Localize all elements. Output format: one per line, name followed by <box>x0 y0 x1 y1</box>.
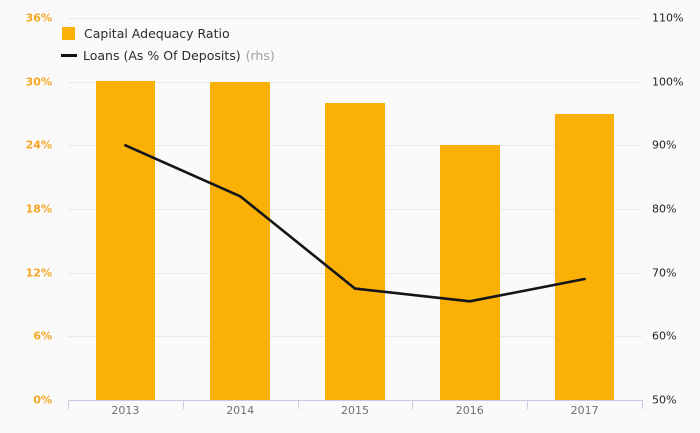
right-axis-tick-50: 50% <box>652 393 677 407</box>
right-axis-tick-110: 110% <box>652 11 684 25</box>
x-axis-tick-2014: 2014 <box>226 404 255 417</box>
x-axis-tick-mark <box>68 400 69 409</box>
left-axis-labels: 0% 6% 12% 18% 24% 30% 36% <box>0 12 60 407</box>
x-axis-tick-2013: 2013 <box>111 404 140 417</box>
x-axis-tick-2017: 2017 <box>570 404 599 417</box>
left-axis-tick-24: 24% <box>25 138 52 152</box>
x-axis-tick-mark <box>297 400 299 409</box>
legend-label-loans-as-pct-of-deposits: Loans (As % Of Deposits) <box>83 47 241 63</box>
x-axis-tick-mark <box>642 400 643 409</box>
x-axis-baseline <box>68 400 642 401</box>
right-axis-tick-60: 60% <box>652 329 677 343</box>
x-axis-tick-mark <box>412 400 414 409</box>
x-axis-tick-mark <box>182 400 184 409</box>
left-axis-tick-18: 18% <box>25 202 52 216</box>
legend-label-capital-adequacy-ratio: Capital Adequacy Ratio <box>84 25 230 41</box>
legend-axis-note-rhs: (rhs) <box>245 47 275 63</box>
gridline <box>68 81 642 83</box>
left-axis-tick-12: 12% <box>25 266 52 280</box>
chart-legend: Capital Adequacy Ratio Loans (As % Of De… <box>61 22 275 66</box>
x-axis-tick-2015: 2015 <box>341 404 369 417</box>
legend-bar-swatch-icon <box>62 26 75 40</box>
left-axis-tick-6: 6% <box>33 329 52 343</box>
left-axis-tick-30: 30% <box>25 75 52 89</box>
right-axis-tick-90: 90% <box>652 138 677 152</box>
right-axis-tick-70: 70% <box>652 266 677 280</box>
x-axis-tick-2016: 2016 <box>455 404 484 417</box>
legend-line-swatch-icon <box>61 53 77 57</box>
right-axis-tick-100: 100% <box>652 75 684 89</box>
legend-item-capital-adequacy-ratio[interactable]: Capital Adequacy Ratio <box>62 22 275 44</box>
legend-item-loans-as-pct-of-deposits[interactable]: Loans (As % Of Deposits) (rhs) <box>61 44 275 66</box>
x-axis-tick-mark <box>527 400 529 409</box>
left-axis-tick-36: 36% <box>25 11 52 25</box>
right-axis-tick-80: 80% <box>652 202 677 216</box>
left-axis-tick-0: 0% <box>33 393 52 407</box>
right-axis-labels: 50% 60% 70% 80% 90% 100% 110% <box>0 12 700 407</box>
gridline <box>68 18 642 19</box>
